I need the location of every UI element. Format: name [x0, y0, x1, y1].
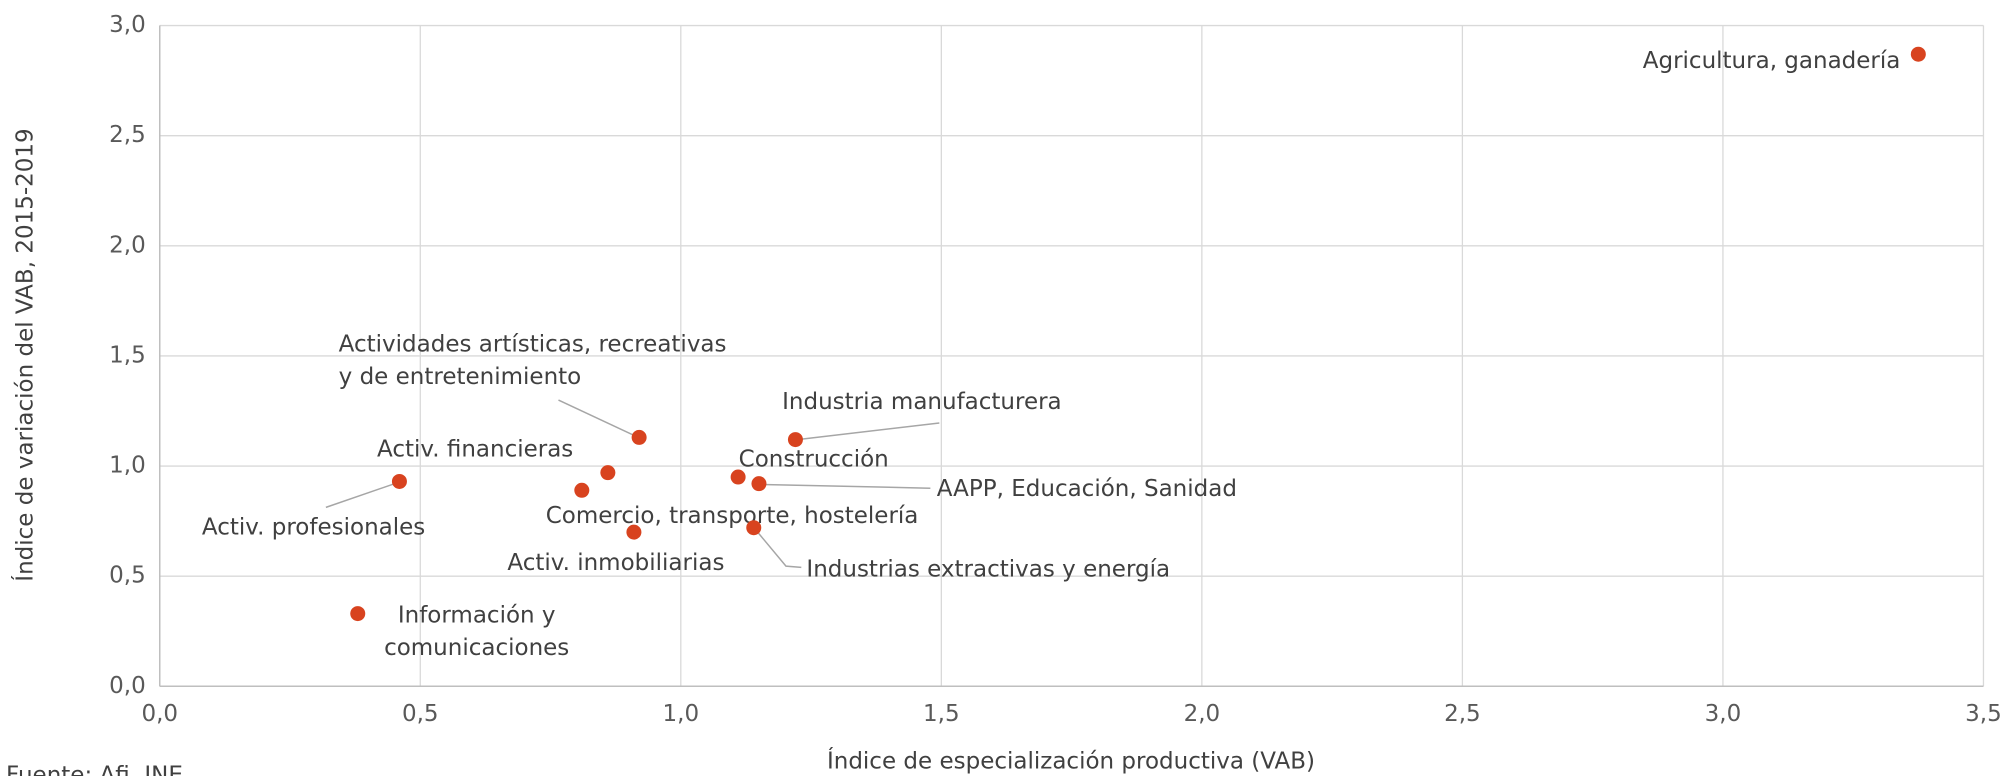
- x-tick-label: 3,5: [1965, 701, 2002, 727]
- point: [746, 520, 762, 536]
- point-label: Agricultura, ganadería: [1643, 48, 1901, 74]
- point-label: Industrias extractivas y energía: [806, 556, 1170, 582]
- leader-line: [325, 481, 401, 509]
- point: [350, 606, 366, 622]
- x-axis-title: Índice de especialización productiva (VA…: [827, 747, 1315, 775]
- point: [626, 524, 642, 540]
- point-label: Información y: [398, 602, 556, 628]
- leader-line: [753, 527, 802, 569]
- leader-line: [757, 483, 931, 489]
- point: [574, 482, 590, 498]
- point: [751, 476, 767, 492]
- x-tick-label: 0,0: [141, 701, 178, 727]
- x-tick-label: 1,5: [923, 701, 960, 727]
- point: [1910, 46, 1926, 62]
- point-label: y de entretenimiento: [339, 364, 582, 390]
- y-tick-label: 0,0: [109, 673, 146, 699]
- point-label: Construcción: [739, 447, 889, 473]
- point-label: Activ. financieras: [377, 436, 573, 462]
- leader-line: [558, 399, 641, 440]
- y-tick-label: 0,5: [109, 563, 146, 589]
- point-label: Actividades artísticas, recreativas: [339, 332, 727, 358]
- x-tick-label: 2,5: [1444, 701, 1481, 727]
- leader-line: [797, 422, 940, 441]
- point-label: comunicaciones: [384, 635, 569, 661]
- x-tick-label: 2,0: [1184, 701, 1221, 727]
- point-label: Comercio, transporte, hostelería: [546, 503, 919, 529]
- y-tick-label: 3,0: [109, 12, 146, 38]
- y-tick-label: 2,0: [109, 232, 146, 258]
- y-tick-label: 1,0: [109, 453, 146, 479]
- source: Fuente: Afi, INE: [6, 763, 183, 776]
- y-axis-title: Índice de variación del VAB, 2015-2019: [11, 128, 39, 581]
- y-tick-label: 1,5: [109, 342, 146, 368]
- point: [600, 465, 616, 481]
- point-label: Activ. inmobiliarias: [507, 550, 724, 576]
- point: [787, 432, 803, 448]
- point: [391, 473, 407, 489]
- x-tick-label: 1,0: [663, 701, 700, 727]
- point-label: Activ. profesionales: [202, 514, 425, 540]
- x-tick-label: 3,0: [1705, 701, 1742, 727]
- x-tick-label: 0,5: [402, 701, 439, 727]
- point: [730, 469, 746, 485]
- point-label: AAPP, Educación, Sanidad: [937, 476, 1237, 502]
- point: [631, 429, 647, 445]
- point-label: Industria manufacturera: [782, 389, 1062, 415]
- y-tick-label: 2,5: [109, 122, 146, 148]
